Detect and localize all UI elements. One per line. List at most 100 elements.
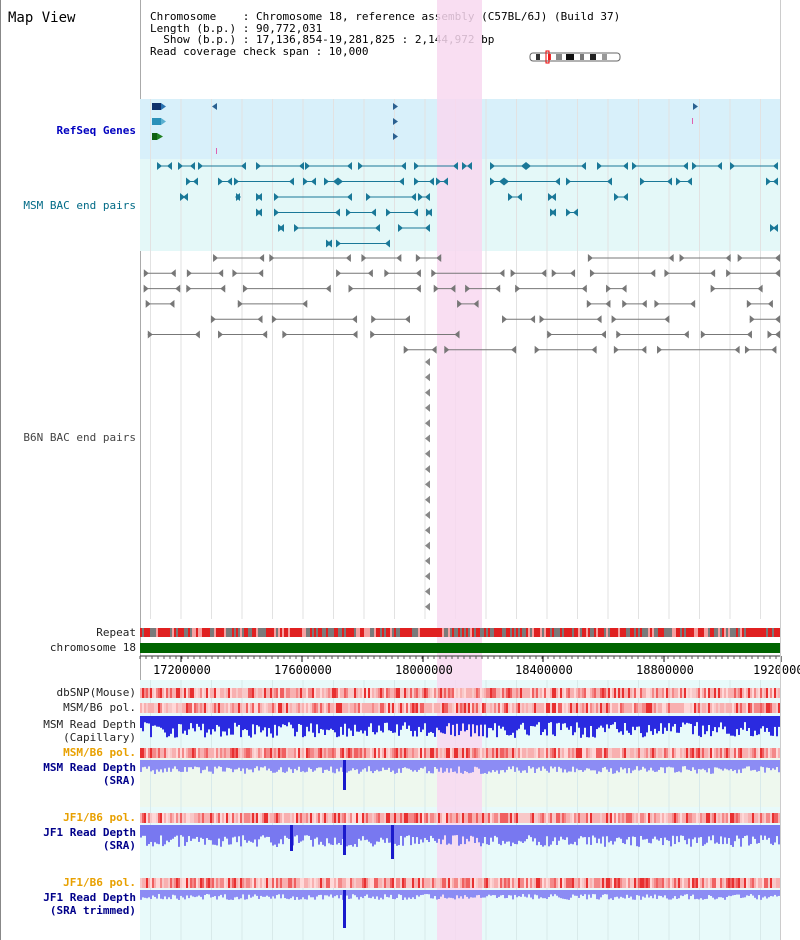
- jf1-pol-strip-2: [666, 878, 668, 888]
- track-label-jf1-pol-2[interactable]: JF1/B6 pol.: [63, 876, 136, 889]
- jf1-trim-depth: [236, 890, 238, 897]
- msm-pol-strip-2: [538, 748, 540, 758]
- jf1-trim-depth: [584, 890, 586, 895]
- track-label-refseq[interactable]: RefSeq Genes: [56, 124, 136, 137]
- msm-pol-strip: [776, 703, 778, 713]
- msm-pol-strip: [150, 703, 152, 713]
- jf1-trim-depth: [678, 890, 680, 899]
- msm-pol-strip: [340, 703, 342, 713]
- msm-capillary-depth: [188, 716, 190, 730]
- dbsnp-strip: [498, 688, 500, 698]
- msm-pol-strip-2: [258, 748, 260, 758]
- jf1-sra-depth: [404, 825, 406, 838]
- msm-capillary-depth: [244, 716, 246, 730]
- jf1-pol-strip: [324, 813, 326, 823]
- repeat-segment: [230, 628, 232, 637]
- jf1-pol-strip: [356, 813, 358, 823]
- jf1-trim-depth: [328, 890, 330, 897]
- msm-pol-strip: [476, 703, 478, 713]
- msm-pol-strip: [346, 703, 348, 713]
- jf1-trim-depth: [478, 890, 480, 895]
- jf1-trim-depth: [726, 890, 728, 898]
- msm-sra-depth: [560, 760, 562, 769]
- grid-line-lower: [394, 680, 395, 940]
- msm-sra-depth: [290, 760, 292, 770]
- msm-pol-strip: [378, 703, 380, 713]
- msm-sra-depth: [752, 760, 754, 771]
- jf1-pol-strip-2: [338, 878, 340, 888]
- grid-line-lower: [241, 680, 243, 940]
- msm-pol-strip-2: [514, 748, 516, 758]
- msm-capillary-depth: [660, 716, 662, 724]
- jf1-sra-depth: [726, 825, 728, 844]
- track-label-jf1-depth-sra[interactable]: JF1 Read Depth: [43, 826, 136, 839]
- dbsnp-strip: [414, 688, 416, 698]
- jf1-trim-depth: [304, 890, 306, 900]
- msm-pol-strip-2: [476, 748, 478, 758]
- track-label-dbsnp[interactable]: dbSNP(Mouse): [56, 686, 136, 699]
- repeat-segment: [338, 628, 340, 637]
- b6n-bac-pair-end: [551, 269, 557, 278]
- msm-pol-strip: [498, 703, 500, 713]
- repeat-segment: [290, 628, 292, 637]
- msm-bac-pair-end: [371, 208, 376, 217]
- repeat-segment: [502, 628, 504, 637]
- jf1-pol-strip-2: [292, 878, 294, 888]
- jf1-pol-strip: [720, 813, 722, 823]
- jf1-trim-depth: [520, 890, 522, 897]
- jf1-sra-depth: [236, 825, 238, 843]
- msm-sra-depth: [526, 760, 528, 773]
- b6n-bac-pair-end: [169, 299, 175, 308]
- dbsnp-strip: [762, 688, 764, 698]
- track-label-chromosome[interactable]: chromosome 18: [49, 641, 136, 654]
- jf1-pol-strip-2: [220, 878, 222, 888]
- msm-capillary-depth: [200, 716, 202, 731]
- msm-capillary-depth: [728, 716, 730, 734]
- jf1-sra-depth: [244, 825, 246, 841]
- track-label-jf1-depth-trim-sub: (SRA trimmed): [49, 904, 136, 917]
- jf1-trim-depth: [364, 890, 366, 897]
- repeat-segment: [730, 628, 732, 637]
- track-label-msm-b6-pol-2[interactable]: MSM/B6 pol.: [63, 746, 136, 759]
- repeat-segment: [656, 628, 658, 637]
- msm-sra-depth: [238, 760, 240, 768]
- track-label-msm-bac[interactable]: MSM BAC end pairs: [23, 199, 136, 212]
- repeat-segment: [710, 628, 712, 637]
- jf1-trim-depth: [598, 890, 600, 900]
- msm-capillary-depth: [680, 716, 682, 727]
- dbsnp-strip: [284, 688, 286, 698]
- dbsnp-strip: [572, 688, 574, 698]
- msm-sra-depth: [224, 760, 226, 772]
- track-label-jf1-pol[interactable]: JF1/B6 pol.: [63, 811, 136, 824]
- jf1-pol-strip-2: [412, 878, 414, 888]
- track-label-jf1-depth-trim[interactable]: JF1 Read Depth: [43, 891, 136, 904]
- msm-pol-strip: [234, 703, 236, 713]
- b6n-bac-pair-end: [194, 330, 200, 339]
- track-label-msm-b6-pol[interactable]: MSM/B6 pol.: [63, 701, 136, 714]
- repeat-segment: [234, 628, 236, 637]
- msm-capillary-depth: [756, 716, 758, 736]
- jf1-trim-depth: [702, 890, 704, 900]
- jf1-pol-strip: [338, 813, 340, 823]
- jf1-sra-depth: [168, 825, 170, 843]
- jf1-pol-strip-2: [718, 878, 720, 888]
- jf1-pol-strip-2: [630, 878, 632, 888]
- jf1-sra-depth: [180, 825, 182, 836]
- track-label-msm-depth-cap[interactable]: MSM Read Depth: [43, 718, 136, 731]
- dbsnp-strip: [214, 688, 216, 698]
- jf1-pol-strip: [396, 813, 398, 823]
- track-label-b6n-bac[interactable]: B6N BAC end pairs: [23, 431, 136, 444]
- jf1-pol-strip: [772, 813, 774, 823]
- jf1-trim-depth: [306, 890, 308, 900]
- msm-bac-pair-end: [551, 193, 556, 201]
- jf1-sra-depth: [218, 825, 220, 839]
- track-label-msm-depth-sra[interactable]: MSM Read Depth: [43, 761, 136, 774]
- msm-capillary-depth: [664, 716, 666, 728]
- track-label-repeat[interactable]: Repeat: [96, 626, 136, 639]
- jf1-pol-strip: [386, 813, 388, 823]
- msm-pol-strip-2: [582, 748, 584, 758]
- jf1-pol-strip: [700, 813, 702, 823]
- jf1-pol-strip: [600, 813, 602, 823]
- repeat-segment: [396, 628, 398, 637]
